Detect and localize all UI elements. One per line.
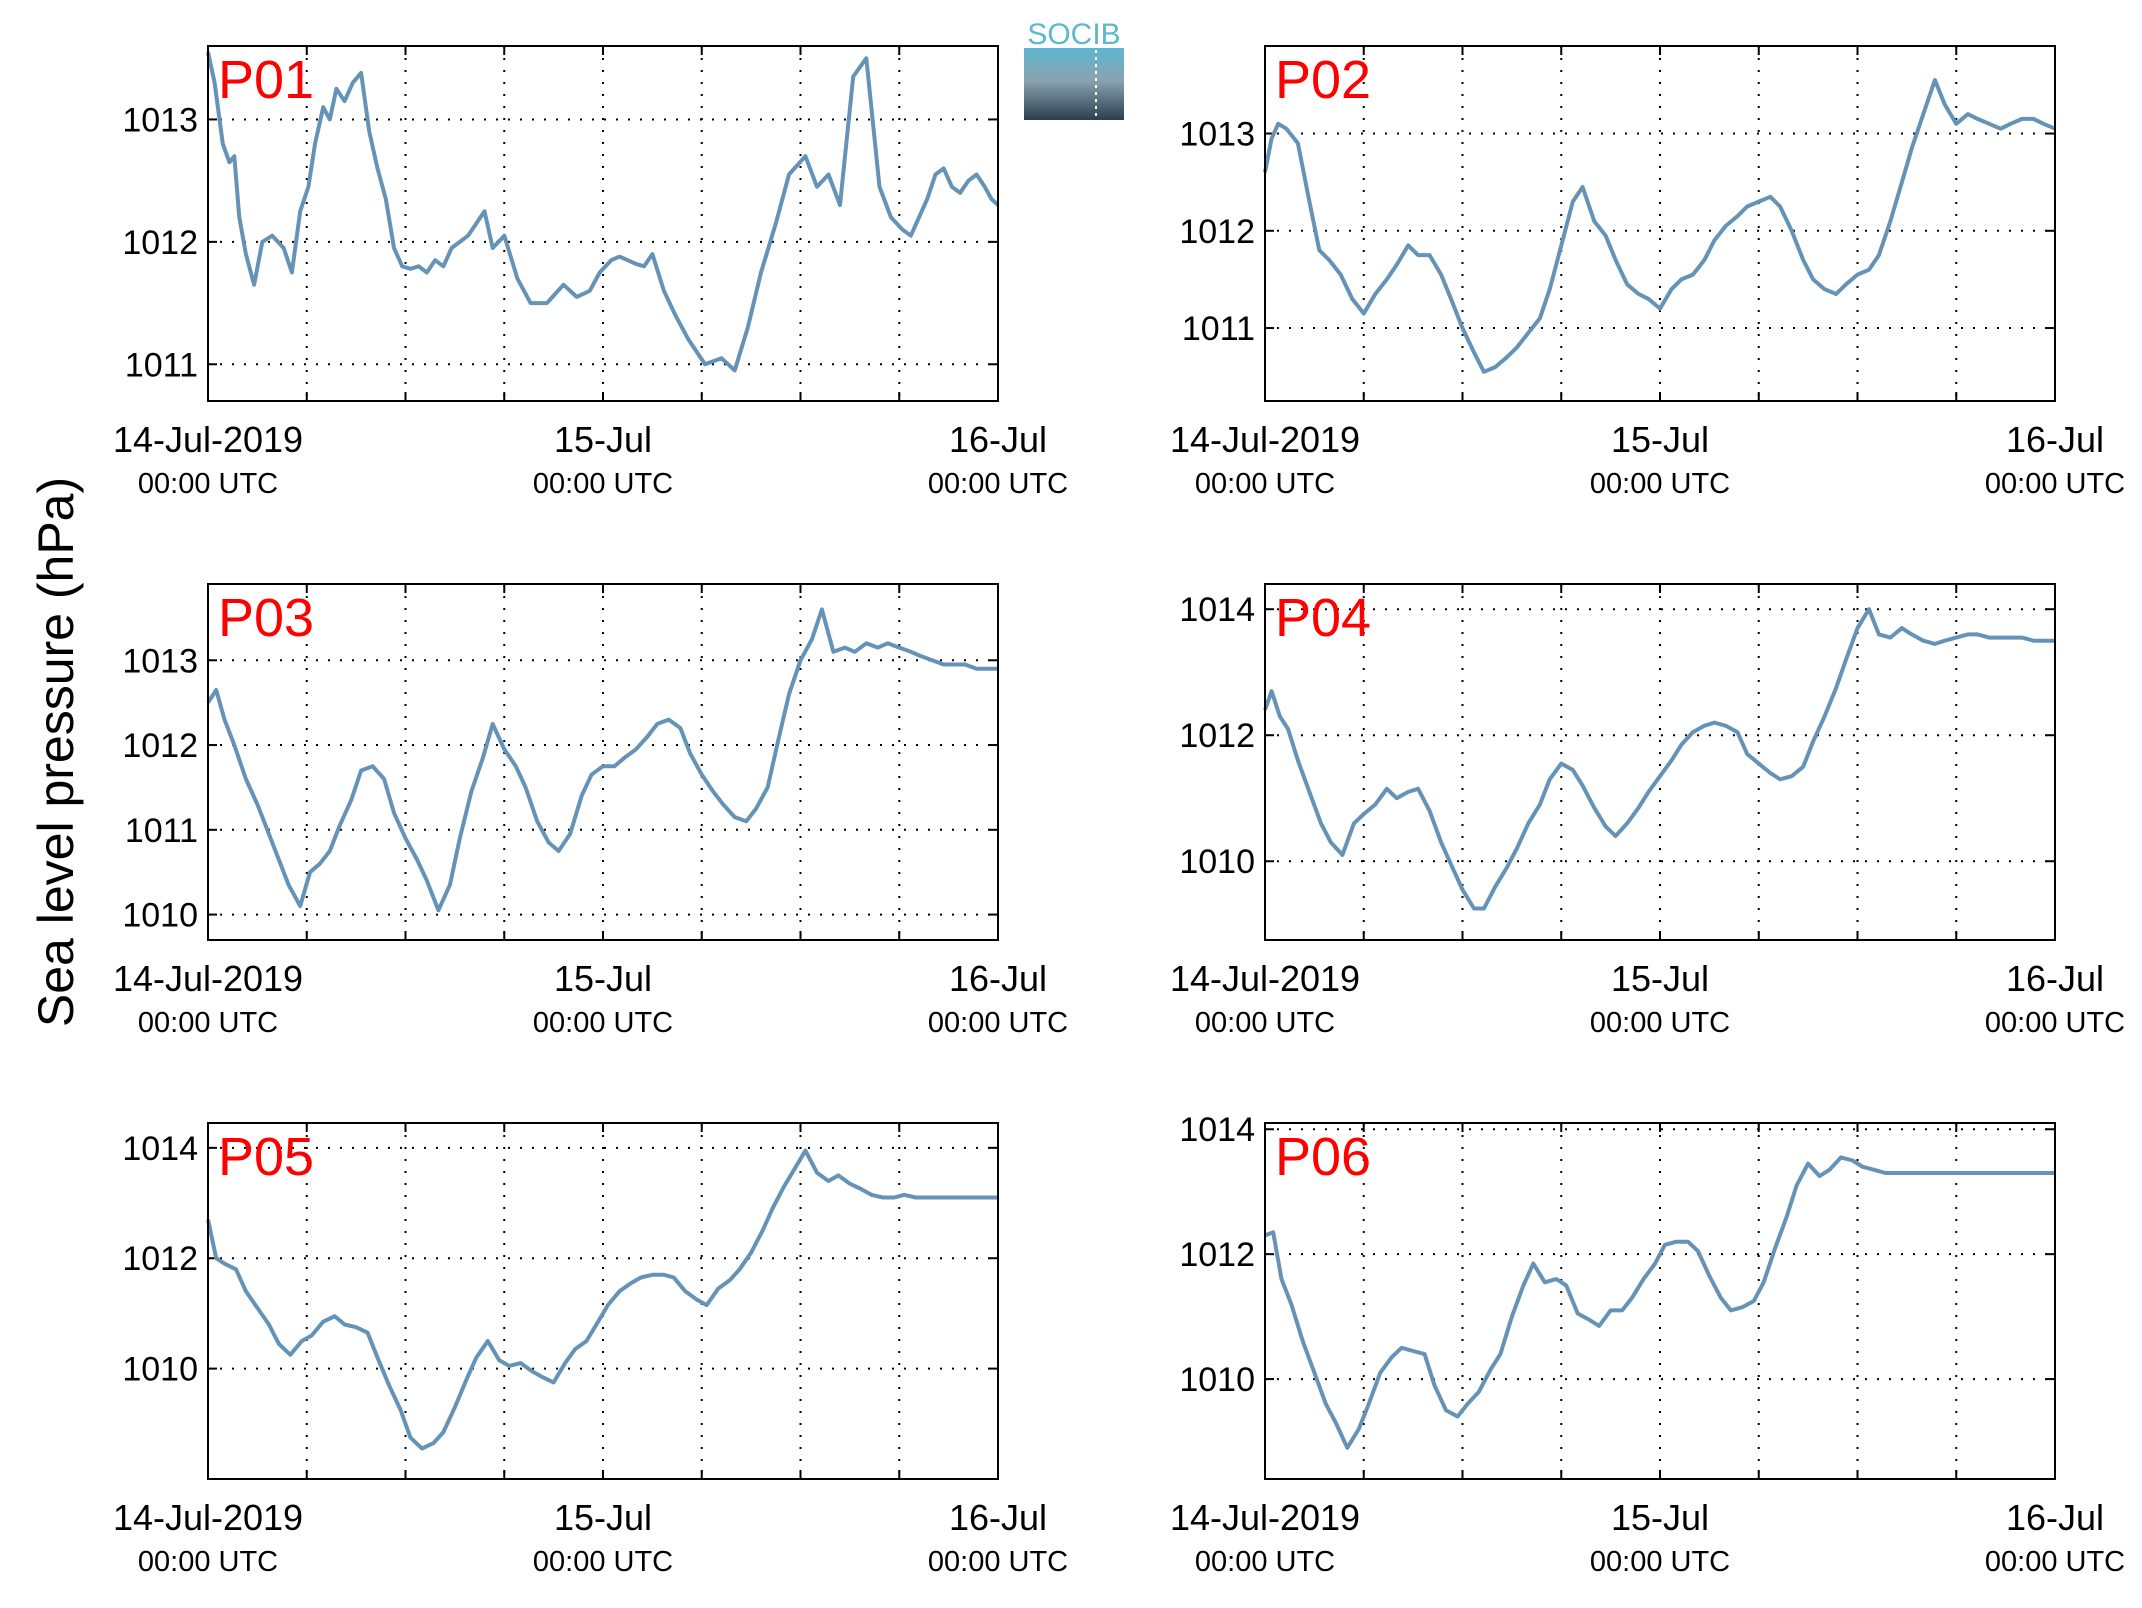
x-tick-label: 14-Jul-2019 [1170, 1497, 1360, 1538]
panel-label: P05 [218, 1127, 314, 1187]
plot-frame [207, 45, 999, 402]
x-tick-sublabel: 00:00 UTC [1985, 1546, 2125, 1578]
panel-label: P01 [218, 50, 314, 110]
logo-text: SOCIB [1027, 18, 1120, 51]
plot-frame [207, 1122, 999, 1480]
x-tick-label: 15-Jul [1611, 1497, 1709, 1538]
y-tick-label: 1012 [1179, 717, 1255, 755]
y-tick-label: 1011 [125, 346, 198, 384]
x-tick-label: 14-Jul-2019 [113, 1497, 303, 1538]
x-tick-sublabel: 00:00 UTC [1590, 1546, 1730, 1578]
panel-p04: 1010 1012 1014 14-Jul-2019 00:00 UTC 15-Jul 00… [1170, 583, 2125, 1039]
plot-frame [207, 583, 999, 941]
logo-block [1024, 48, 1124, 120]
x-tick-label: 16-Jul [949, 419, 1047, 460]
plot-frame [1264, 583, 2056, 941]
y-axis-label: Sea level pressure (hPa) [28, 477, 84, 1027]
x-tick-sublabel: 00:00 UTC [138, 1007, 278, 1039]
x-tick-sublabel: 00:00 UTC [533, 1546, 673, 1578]
x-tick-sublabel: 00:00 UTC [1195, 1007, 1335, 1039]
y-tick-label: 1014 [1179, 591, 1255, 629]
x-tick-sublabel: 00:00 UTC [1590, 468, 1730, 500]
pressure-line [206, 51, 1000, 373]
x-tick-label: 16-Jul [2006, 958, 2104, 999]
x-tick-sublabel: 00:00 UTC [928, 468, 1068, 500]
x-tick-sublabel: 00:00 UTC [1985, 1007, 2125, 1039]
pressure-line [206, 607, 998, 913]
x-tick-label: 16-Jul [2006, 419, 2104, 460]
y-tick-label: 1010 [122, 897, 198, 935]
x-tick-label: 16-Jul [2006, 1497, 2104, 1538]
panel-label: P02 [1275, 50, 1371, 110]
socib-logo: SOCIB [1024, 18, 1124, 120]
panel-p03: 1010 1011 1012 1013 14-Jul-2019 00:00 UTC 15-J… [113, 583, 1068, 1039]
panel-p06: 1010 1012 1014 14-Jul-2019 00:00 UTC 15-Jul 00… [1170, 1111, 2125, 1578]
x-tick-label: 15-Jul [1611, 958, 1709, 999]
pressure-line [1263, 78, 2056, 374]
pressure-line [1264, 1155, 2055, 1450]
x-tick-label: 14-Jul-2019 [113, 958, 303, 999]
x-tick-label: 16-Jul [949, 1497, 1047, 1538]
pressure-line [206, 1148, 998, 1451]
panel-label: P04 [1275, 588, 1371, 648]
x-tick-label: 15-Jul [1611, 419, 1709, 460]
panel-p02: 1011 1012 1013 14-Jul-2019 00:00 UTC 15-Jul 00… [1170, 45, 2125, 500]
x-tick-label: 16-Jul [949, 958, 1047, 999]
x-tick-label: 15-Jul [554, 1497, 652, 1538]
x-tick-sublabel: 00:00 UTC [533, 1007, 673, 1039]
y-tick-label: 1013 [122, 101, 198, 139]
x-tick-sublabel: 00:00 UTC [928, 1546, 1068, 1578]
x-tick-sublabel: 00:00 UTC [1195, 1546, 1335, 1578]
x-tick-label: 14-Jul-2019 [113, 419, 303, 460]
x-tick-sublabel: 00:00 UTC [533, 468, 673, 500]
y-tick-label: 1011 [125, 812, 198, 850]
pressure-line [1263, 607, 2055, 911]
x-tick-sublabel: 00:00 UTC [138, 468, 278, 500]
panel-label: P06 [1275, 1127, 1371, 1187]
x-tick-label: 15-Jul [554, 419, 652, 460]
y-tick-label: 1012 [122, 224, 198, 262]
y-tick-label: 1012 [122, 1240, 198, 1278]
y-tick-label: 1013 [1179, 116, 1255, 154]
x-tick-sublabel: 00:00 UTC [1590, 1007, 1730, 1039]
y-tick-label: 1012 [1179, 213, 1255, 251]
x-tick-sublabel: 00:00 UTC [1195, 468, 1335, 500]
y-tick-label: 1012 [1179, 1236, 1255, 1274]
plot-frame [1264, 1122, 2056, 1480]
y-tick-label: 1010 [122, 1351, 198, 1389]
y-tick-label: 1012 [122, 727, 198, 765]
x-tick-label: 14-Jul-2019 [1170, 958, 1360, 999]
panel-label: P03 [218, 588, 314, 648]
panels: 1011 1012 1013 14-Jul-2019 00:00 UTC 15-Jul 00… [113, 45, 2125, 1578]
x-tick-sublabel: 00:00 UTC [138, 1546, 278, 1578]
x-tick-sublabel: 00:00 UTC [928, 1007, 1068, 1039]
y-tick-label: 1013 [122, 642, 198, 680]
x-tick-sublabel: 00:00 UTC [1985, 468, 2125, 500]
plot-frame [1264, 45, 2056, 402]
y-tick-label: 1014 [1179, 1111, 1255, 1149]
x-tick-label: 14-Jul-2019 [1170, 419, 1360, 460]
y-tick-label: 1010 [1179, 1361, 1255, 1399]
y-tick-label: 1011 [1182, 310, 1255, 348]
y-tick-label: 1010 [1179, 843, 1255, 881]
y-tick-label: 1014 [122, 1130, 198, 1168]
x-tick-label: 15-Jul [554, 958, 652, 999]
panel-p05: 1010 1012 1014 14-Jul-2019 00:00 UTC 15-Jul 00… [113, 1122, 1068, 1578]
panel-p01: 1011 1012 1013 14-Jul-2019 00:00 UTC 15-Jul 00… [113, 45, 1068, 500]
